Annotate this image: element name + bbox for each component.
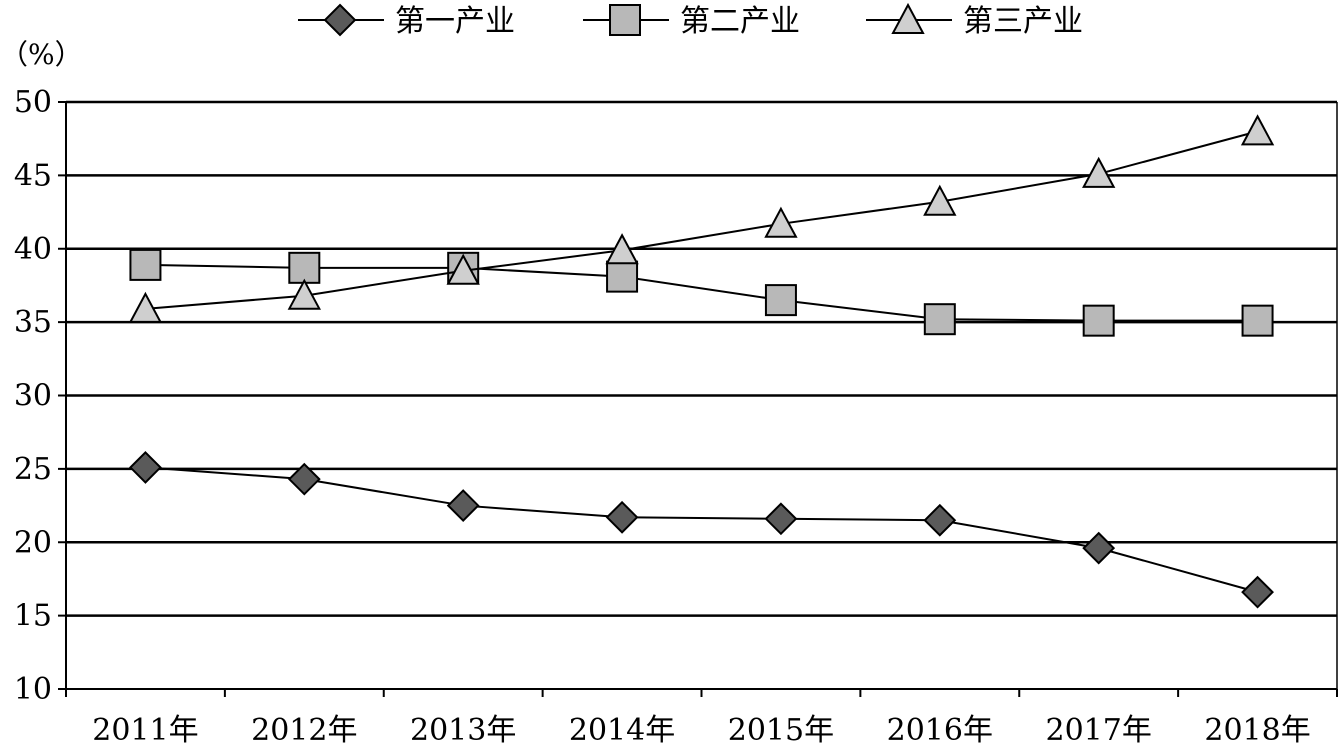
- y-tick-label: 25: [14, 452, 52, 487]
- data-point: [446, 253, 480, 285]
- series-第一产业: [129, 450, 1274, 609]
- series-line: [145, 130, 1258, 310]
- gridlines: [66, 100, 1337, 617]
- data-point: [287, 278, 321, 310]
- legend-item: 第二产业: [583, 4, 800, 39]
- x-tick-label: 2018年: [1204, 713, 1310, 748]
- x-tick-label: 2016年: [887, 713, 993, 748]
- legend-label: 第二产业: [680, 4, 800, 39]
- y-tick-label: 30: [14, 379, 52, 414]
- x-tick-label: 2015年: [728, 713, 834, 748]
- y-tick-labels: 10 15 20 25 30 35 40 45 50: [14, 85, 52, 707]
- data-point: [129, 450, 162, 484]
- data-point: [1241, 575, 1274, 609]
- legend-item: 第三产业: [866, 2, 1083, 39]
- data-point: [923, 303, 956, 336]
- data-point: [764, 502, 798, 536]
- data-point: [923, 503, 957, 537]
- y-axis-unit-label: （%）: [0, 38, 83, 71]
- data-point: [288, 251, 321, 284]
- y-tick-label: 35: [14, 305, 52, 340]
- y-tick-label: 40: [14, 232, 52, 267]
- triangle-icon: [891, 2, 925, 34]
- y-tick-label: 10: [14, 672, 52, 707]
- diamond-icon: [323, 3, 357, 37]
- legend: 第一产业 第二产业 第三产业: [298, 2, 1083, 39]
- y-tick-label: 50: [14, 85, 52, 120]
- legend-item: 第一产业: [298, 3, 515, 39]
- x-tick-label: 2014年: [569, 713, 675, 748]
- data-point: [129, 248, 162, 281]
- data-point: [287, 462, 321, 496]
- y-tick-label: 20: [14, 525, 52, 560]
- legend-label: 第三产业: [963, 4, 1083, 39]
- x-tick-label: 2011年: [92, 713, 198, 748]
- data-point: [1082, 156, 1116, 188]
- data-point: [605, 233, 639, 265]
- series-第二产业: [129, 248, 1274, 337]
- x-tick-label: 2012年: [251, 713, 357, 748]
- y-tick-label: 45: [14, 158, 52, 193]
- y-tick-label: 15: [14, 599, 52, 634]
- data-point: [764, 206, 798, 238]
- data-point: [1240, 114, 1275, 146]
- data-point: [1082, 304, 1115, 337]
- series-group: [128, 114, 1275, 609]
- data-point: [764, 284, 797, 317]
- data-point: [1082, 531, 1116, 565]
- data-point: [606, 260, 639, 293]
- series-第三产业: [128, 114, 1275, 323]
- data-point: [605, 500, 639, 534]
- data-point: [446, 489, 480, 522]
- x-tick-labels: 2011年 2012年 2013年 2014年 2015年 2016年 2017年 2018年: [92, 713, 1310, 748]
- x-tick-label: 2013年: [410, 713, 516, 748]
- series-line: [145, 263, 1258, 322]
- data-point: [923, 184, 957, 216]
- data-point: [128, 291, 163, 323]
- data-point: [1241, 304, 1274, 337]
- square-icon: [609, 4, 641, 36]
- x-tick-label: 2017年: [1046, 713, 1152, 748]
- axes: [58, 101, 1338, 697]
- legend-label: 第一产业: [395, 4, 515, 39]
- series-line: [145, 466, 1258, 594]
